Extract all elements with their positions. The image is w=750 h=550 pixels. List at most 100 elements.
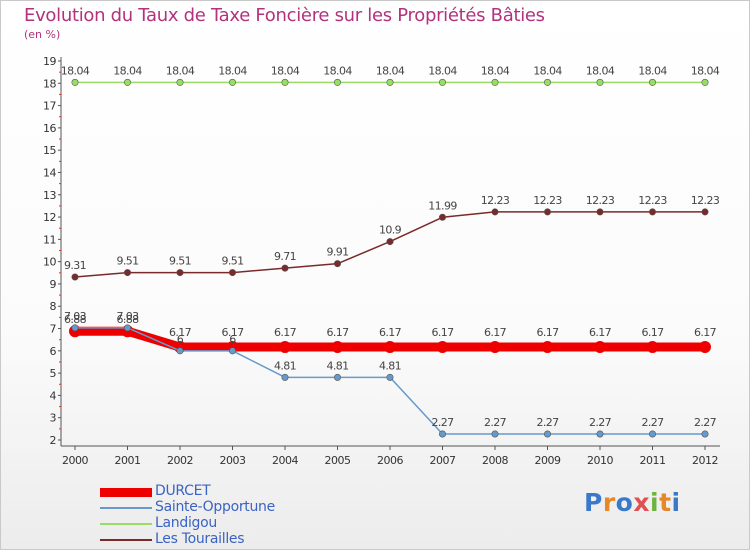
point-durcet: [489, 341, 501, 354]
data-label-les-tourailles: 12.23: [691, 194, 720, 207]
legend-swatch-sainte-opportune: [100, 507, 152, 509]
point-landigou: [438, 78, 446, 86]
point-sainte-opportune: [701, 430, 709, 438]
point-sainte-opportune: [543, 430, 551, 438]
data-label-sainte-opportune: 2.27: [484, 416, 507, 429]
data-label-les-tourailles: 12.23: [481, 194, 510, 207]
y-tick-label: 9: [50, 278, 57, 291]
y-tick-label: 16: [43, 122, 56, 135]
point-durcet: [331, 341, 344, 354]
point-landigou: [333, 78, 341, 86]
point-les-tourailles: [648, 208, 656, 216]
data-label-les-tourailles: 10.9: [379, 224, 402, 237]
data-label-durcet: 6.17: [431, 326, 454, 339]
legend-label-les-tourailles: Les Tourailles: [155, 531, 245, 547]
proxiti-logo: Proxiti: [584, 488, 681, 517]
x-tick-label: 2005: [325, 454, 351, 467]
point-landigou: [386, 78, 394, 86]
point-durcet: [384, 341, 396, 354]
point-les-tourailles: [333, 260, 341, 268]
data-label-landigou: 18.04: [586, 64, 615, 77]
legend-label-landigou: Landigou: [155, 515, 217, 531]
data-label-les-tourailles: 9.51: [169, 255, 191, 268]
legend-item-les-tourailles: Les Tourailles: [100, 531, 400, 548]
data-label-sainte-opportune: 2.27: [589, 416, 612, 429]
y-tick-label: 7: [50, 323, 57, 336]
y-tick-label: 8: [50, 300, 57, 313]
point-sainte-opportune: [229, 347, 237, 355]
x-tick-label: 2000: [62, 454, 88, 467]
point-landigou: [281, 78, 289, 86]
y-tick-label: 2: [50, 434, 57, 447]
data-label-landigou: 18.04: [428, 64, 457, 77]
data-label-landigou: 18.04: [166, 64, 195, 77]
data-label-les-tourailles: 9.91: [326, 246, 348, 259]
x-tick-label: 2001: [115, 454, 141, 467]
y-tick-label: 14: [43, 166, 56, 179]
point-sainte-opportune: [596, 430, 604, 438]
point-durcet: [541, 341, 554, 354]
data-label-durcet: 6.88: [116, 313, 139, 326]
point-les-tourailles: [701, 208, 709, 216]
point-landigou: [648, 78, 656, 86]
point-les-tourailles: [543, 208, 551, 216]
data-label-landigou: 18.04: [113, 64, 142, 77]
data-label-les-tourailles: 9.51: [221, 255, 243, 268]
data-label-les-tourailles: 11.99: [428, 199, 457, 212]
point-sainte-opportune: [438, 430, 446, 438]
legend-swatch-landigou: [100, 523, 152, 525]
data-label-landigou: 18.04: [376, 64, 405, 77]
point-sainte-opportune: [333, 373, 341, 381]
data-label-sainte-opportune: 6: [229, 333, 236, 346]
y-tick-label: 5: [50, 367, 57, 380]
data-label-sainte-opportune: 6: [177, 333, 184, 346]
y-tick-label: 17: [43, 100, 56, 113]
data-label-durcet: 6.17: [169, 326, 192, 339]
x-tick-label: 2012: [692, 454, 718, 467]
data-label-landigou: 18.04: [691, 64, 720, 77]
data-label-les-tourailles: 12.23: [533, 194, 562, 207]
point-sainte-opportune: [281, 373, 289, 381]
x-tick-label: 2006: [377, 454, 403, 467]
data-label-landigou: 18.04: [218, 64, 247, 77]
point-durcet: [279, 341, 291, 354]
y-tick-label: 19: [43, 55, 56, 68]
data-label-landigou: 18.04: [533, 64, 562, 77]
logo-letter: P: [584, 488, 603, 517]
data-label-sainte-opportune: 4.81: [379, 359, 401, 372]
x-tick-label: 2010: [587, 454, 613, 467]
point-landigou: [71, 78, 79, 86]
data-label-sainte-opportune: 2.27: [536, 416, 559, 429]
logo-letter: t: [659, 488, 672, 517]
y-tick-label: 11: [43, 233, 56, 246]
point-les-tourailles: [71, 273, 79, 281]
data-label-landigou: 18.04: [323, 64, 352, 77]
point-les-tourailles: [491, 208, 499, 216]
axes: 2 3 4 5 6 7 8 9 10 11 12 13 14 15 16 17 18 19 2000 2001 2002…: [43, 55, 720, 467]
point-sainte-opportune: [176, 347, 184, 355]
chart-title: Evolution du Taux de Taxe Foncière sur l…: [24, 5, 545, 26]
point-sainte-opportune: [648, 430, 656, 438]
data-label-durcet: 6.17: [536, 326, 559, 339]
point-durcet: [436, 341, 449, 354]
x-tick-label: 2002: [167, 454, 193, 467]
y-tick-label: 13: [43, 189, 56, 202]
data-label-sainte-opportune: 2.27: [641, 416, 664, 429]
x-tick-label: 2011: [640, 454, 666, 467]
point-durcet: [646, 341, 659, 354]
x-tick-label: 2009: [535, 454, 561, 467]
data-label-sainte-opportune: 4.81: [326, 359, 348, 372]
point-les-tourailles: [176, 269, 184, 277]
y-tick-label: 12: [43, 211, 56, 224]
legend-label-durcet: DURCET: [155, 483, 211, 499]
point-les-tourailles: [386, 238, 394, 246]
point-landigou: [176, 78, 184, 86]
series-lines: [69, 78, 711, 438]
y-tick-label: 15: [43, 144, 56, 157]
legend-item-durcet: DURCET: [100, 483, 400, 500]
point-sainte-opportune: [124, 324, 132, 332]
legend: DURCET Sainte-Opportune Landigou Les Tourai…: [100, 483, 400, 548]
data-labels: 6.88 6.887.03 7.036 64.81 4.81 4.812.27 2.27 2.…: [61, 64, 721, 429]
data-label-landigou: 18.04: [481, 64, 510, 77]
